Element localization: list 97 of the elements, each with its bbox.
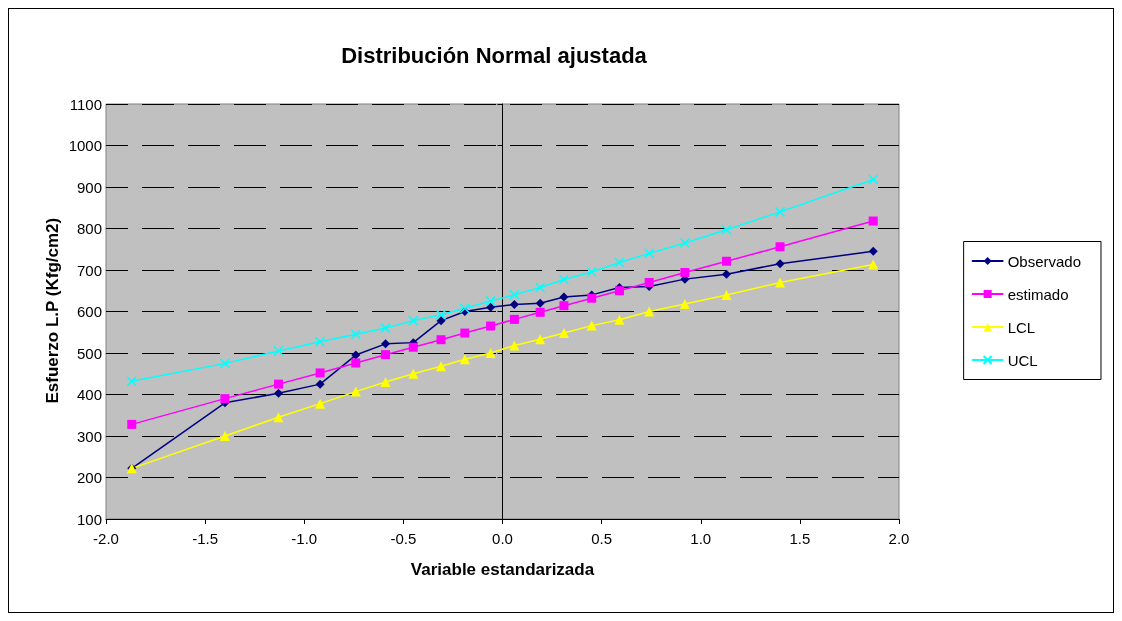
point (586, 266, 597, 278)
point (220, 394, 230, 404)
point (614, 314, 625, 325)
point (459, 354, 470, 365)
y-tick-label: 300 (76, 427, 102, 445)
point (679, 299, 690, 310)
point (509, 299, 519, 309)
point (535, 334, 546, 345)
point (435, 309, 447, 321)
x-tick-label: 0.0 (492, 530, 513, 547)
y-tick-label: 600 (76, 303, 102, 320)
point (867, 174, 879, 185)
point (315, 379, 325, 389)
point (273, 412, 284, 423)
point (509, 314, 519, 324)
point (459, 302, 471, 314)
point (127, 419, 137, 429)
point (586, 320, 597, 331)
point (721, 224, 732, 235)
point (350, 386, 361, 397)
point (381, 350, 391, 360)
point (273, 345, 284, 357)
point (315, 368, 325, 378)
point (644, 306, 655, 317)
point (559, 292, 569, 302)
point (219, 431, 230, 441)
point (315, 398, 326, 409)
point (314, 336, 326, 348)
y-tick-label: 500 (76, 344, 102, 362)
point (380, 322, 391, 334)
point (558, 328, 569, 339)
point (485, 348, 496, 358)
point (643, 248, 655, 259)
point (509, 340, 520, 351)
point (485, 295, 496, 307)
x-tick-label: -0.5 (390, 530, 417, 547)
point (614, 286, 624, 296)
point (775, 277, 786, 288)
point (534, 282, 546, 293)
point (273, 388, 283, 398)
y-tick-label: 1000 (68, 137, 102, 154)
point (408, 315, 419, 326)
point (436, 335, 446, 345)
x-tick-label: 0.5 (591, 530, 613, 547)
y-tick-label: 100 (76, 510, 102, 528)
point (219, 358, 231, 369)
point (679, 237, 691, 249)
point (486, 302, 496, 312)
x-tick-label: -2.0 (93, 530, 119, 547)
point (868, 216, 878, 226)
point (775, 242, 785, 252)
legend-label: LCL (1007, 318, 1036, 336)
point (868, 259, 879, 270)
point (381, 339, 391, 349)
point (868, 246, 878, 256)
point (680, 267, 690, 277)
x-axis-title: Variable estandarizada (410, 560, 595, 579)
x-tick-label: -1.0 (291, 530, 318, 547)
y-tick-label: 1100 (69, 95, 102, 113)
point (350, 329, 362, 340)
point (486, 321, 496, 331)
x-tick-label: 1.5 (789, 530, 811, 547)
point (509, 289, 520, 301)
x-tick-label: 1.0 (690, 530, 712, 547)
point (273, 379, 283, 389)
point (614, 257, 625, 268)
point (408, 368, 419, 379)
point (436, 361, 447, 372)
point (559, 301, 569, 311)
x-tick-label: 2.0 (888, 530, 910, 547)
legend-label: UCL (1007, 351, 1038, 369)
y-tick-label: 200 (76, 469, 102, 486)
point (774, 206, 786, 218)
point (436, 316, 446, 326)
y-tick-label: 400 (76, 386, 102, 403)
point (558, 274, 570, 285)
x-tick-label: -1.5 (192, 530, 219, 547)
point (351, 358, 361, 368)
point (408, 342, 418, 352)
legend-label: Observado (1007, 252, 1081, 270)
y-axis-title: Esfuerzo L.P (Kfg/cm2) (43, 217, 62, 404)
point (535, 307, 545, 317)
point (380, 377, 391, 388)
point (535, 298, 545, 308)
y-tick-label: 700 (76, 261, 102, 279)
y-tick-label: 800 (76, 220, 102, 237)
point (721, 289, 732, 300)
point (126, 375, 138, 387)
chart-title: Distribución Normal ajustada (341, 42, 648, 68)
y-tick-label: 900 (76, 178, 102, 196)
point (460, 328, 470, 338)
point (644, 277, 654, 287)
point (722, 256, 732, 266)
legend-label: estimado (1007, 285, 1069, 303)
point (351, 350, 361, 360)
point (775, 259, 785, 269)
point (722, 269, 732, 279)
